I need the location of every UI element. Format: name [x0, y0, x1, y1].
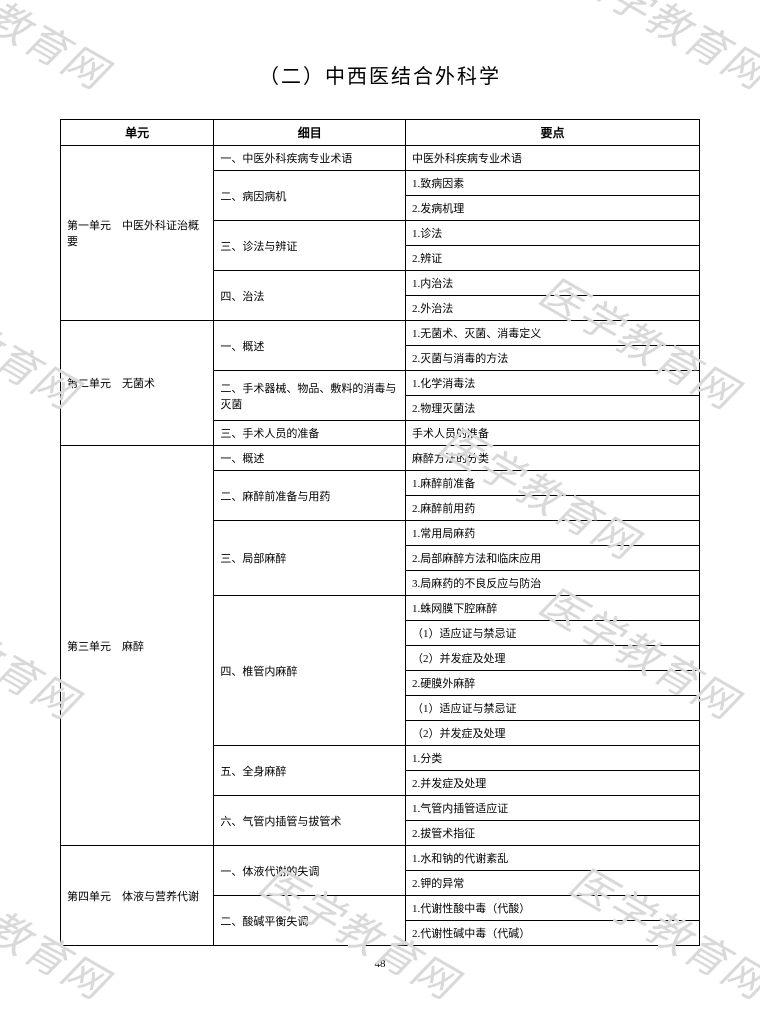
cell-point: 2.并发症及处理 — [406, 771, 700, 796]
cell-point: 1.水和钠的代谢紊乱 — [406, 846, 700, 871]
cell-point: （2）并发症及处理 — [406, 646, 700, 671]
cell-point: 中医外科疾病专业术语 — [406, 146, 700, 171]
cell-point: 2.外治法 — [406, 296, 700, 321]
table-row: 第二单元 无菌术一、概述1.无菌术、灭菌、消毒定义 — [61, 321, 700, 346]
cell-point: 1.致病因素 — [406, 171, 700, 196]
cell-item: 二、酸碱平衡失调 — [214, 896, 406, 946]
cell-point: 2.灭菌与消毒的方法 — [406, 346, 700, 371]
cell-item: 三、局部麻醉 — [214, 521, 406, 596]
cell-point: 1.无菌术、灭菌、消毒定义 — [406, 321, 700, 346]
cell-item: 三、手术人员的准备 — [214, 421, 406, 446]
cell-item: 一、中医外科疾病专业术语 — [214, 146, 406, 171]
col-header-item: 细目 — [214, 120, 406, 146]
cell-point: 1.代谢性酸中毒（代酸） — [406, 896, 700, 921]
cell-item: 四、治法 — [214, 271, 406, 321]
cell-item: 二、手术器械、物品、敷料的消毒与灭菌 — [214, 371, 406, 421]
cell-point: 1.分类 — [406, 746, 700, 771]
cell-point: 1.气管内插管适应证 — [406, 796, 700, 821]
cell-point: （2）并发症及处理 — [406, 721, 700, 746]
syllabus-table: 单元 细目 要点 第一单元 中医外科证治概要一、中医外科疾病专业术语中医外科疾病… — [60, 119, 700, 946]
cell-point: 1.蛛网膜下腔麻醉 — [406, 596, 700, 621]
cell-item: 一、体液代谢的失调 — [214, 846, 406, 896]
table-row: 第一单元 中医外科证治概要一、中医外科疾病专业术语中医外科疾病专业术语 — [61, 146, 700, 171]
cell-item: 五、全身麻醉 — [214, 746, 406, 796]
cell-point: 1.化学消毒法 — [406, 371, 700, 396]
table-header-row: 单元 细目 要点 — [61, 120, 700, 146]
col-header-point: 要点 — [406, 120, 700, 146]
cell-point: 2.物理灭菌法 — [406, 396, 700, 421]
cell-point: 2.钾的异常 — [406, 871, 700, 896]
cell-item: 三、诊法与辨证 — [214, 221, 406, 271]
cell-point: （1）适应证与禁忌证 — [406, 696, 700, 721]
cell-point: 手术人员的准备 — [406, 421, 700, 446]
cell-unit: 第一单元 中医外科证治概要 — [61, 146, 214, 321]
cell-item: 二、麻醉前准备与用药 — [214, 471, 406, 521]
page-number: 48 — [0, 958, 760, 970]
cell-point: 1.常用局麻药 — [406, 521, 700, 546]
cell-point: 2.硬膜外麻醉 — [406, 671, 700, 696]
cell-item: 二、病因病机 — [214, 171, 406, 221]
table-row: 第四单元 体液与营养代谢一、体液代谢的失调1.水和钠的代谢紊乱 — [61, 846, 700, 871]
cell-point: 2.麻醉前用药 — [406, 496, 700, 521]
cell-point: 1.内治法 — [406, 271, 700, 296]
cell-unit: 第三单元 麻醉 — [61, 446, 214, 846]
cell-point: （1）适应证与禁忌证 — [406, 621, 700, 646]
cell-point: 2.发病机理 — [406, 196, 700, 221]
cell-point: 1.麻醉前准备 — [406, 471, 700, 496]
cell-item: 一、概述 — [214, 446, 406, 471]
page-title: （二）中西医结合外科学 — [60, 60, 700, 89]
cell-point: 2.局部麻醉方法和临床应用 — [406, 546, 700, 571]
cell-point: 1.诊法 — [406, 221, 700, 246]
cell-point: 3.局麻药的不良反应与防治 — [406, 571, 700, 596]
cell-item: 六、气管内插管与拔管术 — [214, 796, 406, 846]
cell-point: 2.辨证 — [406, 246, 700, 271]
cell-unit: 第四单元 体液与营养代谢 — [61, 846, 214, 946]
cell-item: 四、椎管内麻醉 — [214, 596, 406, 746]
cell-unit: 第二单元 无菌术 — [61, 321, 214, 446]
table-row: 第三单元 麻醉一、概述麻醉方法的分类 — [61, 446, 700, 471]
cell-item: 一、概述 — [214, 321, 406, 371]
col-header-unit: 单元 — [61, 120, 214, 146]
cell-point: 麻醉方法的分类 — [406, 446, 700, 471]
cell-point: 2.拔管术指征 — [406, 821, 700, 846]
cell-point: 2.代谢性碱中毒（代碱） — [406, 921, 700, 946]
